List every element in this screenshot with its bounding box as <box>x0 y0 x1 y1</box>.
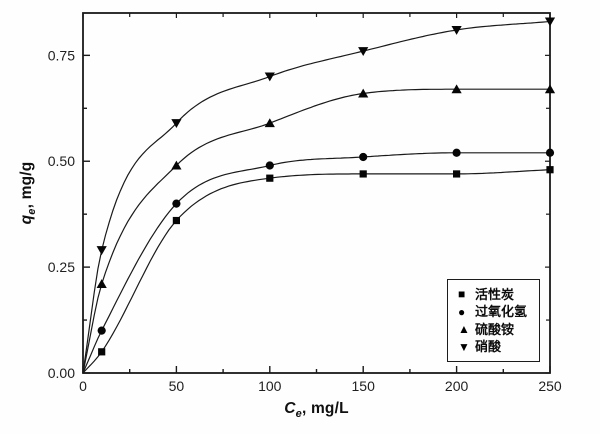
legend-item-nitric-acid: ▼ 硝酸 <box>458 340 537 353</box>
triangle-up-data-point <box>544 84 556 94</box>
x-tick-label: 100 <box>258 378 282 394</box>
y-axis-unit: , mg/g <box>18 161 35 209</box>
x-axis-unit: , mg/L <box>301 400 349 417</box>
x-tick-label: 200 <box>445 378 469 394</box>
triangle-down-data-point <box>451 25 462 35</box>
y-axis-subscript: e <box>26 208 38 215</box>
series-curve-circle <box>82 152 550 374</box>
y-tick-label: 0.75 <box>48 47 75 63</box>
triangle-up-marker-icon: ▲ <box>458 322 470 337</box>
circle-data-point <box>265 161 274 170</box>
triangle-down-data-point <box>96 246 107 256</box>
x-axis-symbol: C <box>284 400 296 417</box>
x-tick-label: 0 <box>79 378 87 394</box>
triangle-down-data-point <box>171 119 182 129</box>
triangle-up-data-point <box>96 279 107 289</box>
y-tick-label: 0.25 <box>48 259 75 275</box>
circle-data-point <box>359 152 368 162</box>
x-tick-label: 150 <box>352 378 376 394</box>
x-axis-subscript: e <box>295 408 302 420</box>
circle-data-point <box>452 148 461 157</box>
triangle-up-data-point <box>451 84 462 94</box>
square-data-point <box>98 348 106 356</box>
circle-data-point <box>172 199 181 208</box>
legend-label: 硝酸 <box>475 339 502 355</box>
triangle-down-marker-icon: ▼ <box>458 339 470 354</box>
legend-item-activated-carbon: ■ 活性炭 <box>458 288 537 301</box>
series-curve-triangle-up <box>82 88 550 374</box>
legend-item-ammonium-sulfate: ▲ 硫酸铵 <box>458 323 537 336</box>
triangle-down-data-point <box>264 72 275 82</box>
triangle-up-data-point <box>264 118 275 128</box>
y-axis-title: qe, mg/g <box>18 143 38 243</box>
legend-item-hydrogen-peroxide: ● 过氧化氢 <box>458 305 537 318</box>
x-tick-label: 250 <box>538 378 562 394</box>
circle-data-point <box>97 326 106 335</box>
circle-data-point <box>545 148 555 157</box>
y-axis-symbol: q <box>18 214 35 225</box>
triangle-up-data-point <box>171 160 182 170</box>
square-data-point <box>266 174 274 182</box>
series-curve-square <box>82 169 551 374</box>
triangle-up-data-point <box>358 88 369 98</box>
legend-label: 过氧化氢 <box>475 304 528 320</box>
x-tick-label: 50 <box>169 378 185 394</box>
square-data-point <box>172 216 180 225</box>
legend-label: 硫酸铵 <box>475 321 515 337</box>
triangle-down-data-point <box>544 17 556 27</box>
series-curve-triangle-down <box>82 20 551 374</box>
legend: ■ 活性炭 ● 过氧化氢 ▲ 硫酸铵 ▼ 硝酸 <box>447 279 540 362</box>
x-axis-title: Ce, mg/L <box>83 400 550 420</box>
y-tick-label: 0.00 <box>48 365 75 381</box>
square-data-point <box>359 170 367 178</box>
triangle-down-data-point <box>358 47 369 57</box>
circle-marker-icon: ● <box>458 304 466 319</box>
square-data-point <box>546 166 554 174</box>
square-marker-icon: ■ <box>458 287 466 302</box>
square-data-point <box>453 170 461 178</box>
legend-label: 活性炭 <box>475 286 515 302</box>
y-tick-label: 0.50 <box>48 153 75 169</box>
